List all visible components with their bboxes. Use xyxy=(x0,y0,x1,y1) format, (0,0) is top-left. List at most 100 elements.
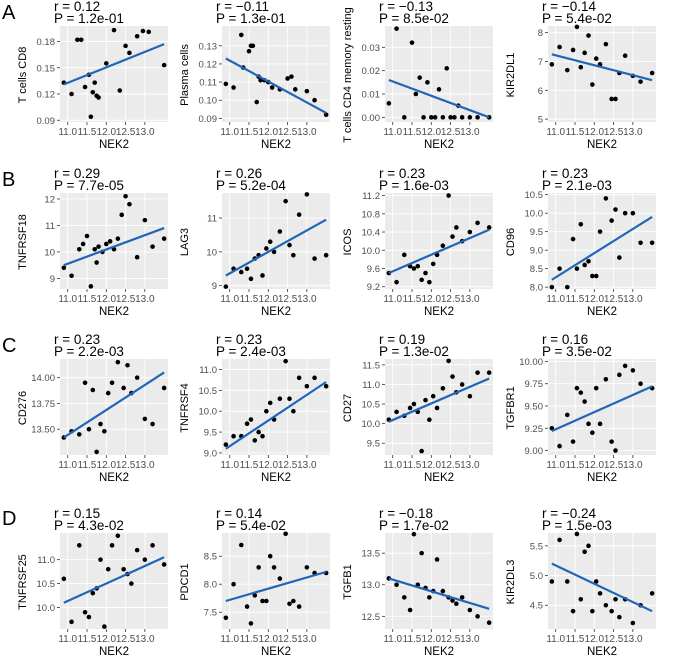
regression-line xyxy=(551,562,653,613)
stat-p: P = 1.7e-02 xyxy=(379,518,449,533)
data-point xyxy=(467,607,473,613)
data-point xyxy=(586,33,591,38)
y-tick-label: 8.5 xyxy=(204,552,217,563)
y-tick-label: 0.11 xyxy=(199,78,217,89)
stat-r: r = 0.15 xyxy=(54,506,100,521)
y-tick-label: 11 xyxy=(207,214,217,225)
data-point xyxy=(603,602,609,608)
x-tick-label: 11.5 xyxy=(240,460,259,471)
scatter-panel-14: r = 0.14P = 5.4e-02 7.5 8.0 8.5 11.0 11.5 12.0… xyxy=(179,506,330,658)
x-tick-label: 11.0 xyxy=(383,294,402,305)
x-axis-label: NEK2 xyxy=(587,139,617,151)
data-point xyxy=(134,254,140,260)
x-tick-label: 13.0 xyxy=(297,127,317,138)
x-axis-label: NEK2 xyxy=(587,472,617,484)
data-point xyxy=(459,595,465,600)
y-tick-label: 10 xyxy=(206,247,217,258)
y-tick-label: 11 xyxy=(45,221,55,232)
plot-background xyxy=(60,26,168,122)
x-axis-label: NEK2 xyxy=(424,646,454,658)
data-point xyxy=(285,76,290,81)
data-point xyxy=(238,32,244,38)
stat-p: P = 2.4e-03 xyxy=(216,344,286,359)
x-tick-label: 12.0 xyxy=(585,294,605,305)
regression-line xyxy=(388,577,490,610)
data-point xyxy=(557,44,562,50)
data-point xyxy=(271,249,277,255)
y-axis-label: KIR2DL1 xyxy=(505,53,517,98)
y-axis-label: ICOS xyxy=(342,229,354,256)
y-axis-label: TNFRSF4 xyxy=(179,383,191,433)
regression-line xyxy=(63,43,165,86)
data-point xyxy=(427,595,432,600)
data-point xyxy=(578,64,584,70)
y-tick-label: 11.0 xyxy=(362,380,380,391)
data-point xyxy=(570,439,576,444)
y-tick-label: 8.0 xyxy=(530,283,543,294)
data-point xyxy=(84,233,90,239)
x-tick-label: 11.5 xyxy=(566,294,585,305)
x-tick-label: 11.0 xyxy=(58,294,77,305)
scatter-panel-7: r = 0.23P = 1.6e-03 9.2 9.6 10.0 10.4 10.8 11.… xyxy=(342,166,493,318)
y-axis-label: TNFRSF25 xyxy=(17,554,29,610)
data-point xyxy=(127,201,132,207)
x-tick-label: 12.5 xyxy=(604,460,624,471)
x-tick-label: 12.5 xyxy=(278,294,298,305)
data-point xyxy=(570,608,576,614)
data-point xyxy=(582,549,587,555)
x-tick-label: 11.0 xyxy=(220,294,239,305)
y-tick-label: 11.5 xyxy=(362,360,380,371)
data-point xyxy=(223,442,229,447)
x-axis-label: NEK2 xyxy=(261,646,291,658)
x-tick-label: 11.5 xyxy=(403,460,422,471)
data-point xyxy=(264,408,269,414)
row-label-d: D xyxy=(2,508,16,530)
data-point xyxy=(82,380,88,386)
data-point xyxy=(92,246,98,252)
data-point xyxy=(291,598,296,604)
data-point xyxy=(394,409,399,415)
x-tick-label: 12.0 xyxy=(97,634,117,645)
data-point xyxy=(76,432,82,437)
y-tick-label: 10.0 xyxy=(362,419,381,430)
x-tick-label: 12.0 xyxy=(422,294,442,305)
x-tick-label: 13.0 xyxy=(460,634,480,645)
x-tick-label: 11.0 xyxy=(383,634,402,645)
stat-r: r = −0.14 xyxy=(542,0,597,14)
data-point xyxy=(638,381,643,387)
data-point xyxy=(613,597,618,602)
data-point xyxy=(430,393,436,399)
data-point xyxy=(90,89,96,95)
data-point xyxy=(312,375,317,381)
x-tick-label: 12.5 xyxy=(604,634,624,645)
data-point xyxy=(434,557,440,562)
stat-p: P = 1.5e-03 xyxy=(542,518,612,533)
x-tick-label: 11.0 xyxy=(383,127,402,138)
data-point xyxy=(454,225,459,230)
data-point xyxy=(486,620,492,625)
x-tick-label: 13.0 xyxy=(297,460,317,471)
stat-p: P = 8.5e-02 xyxy=(379,11,449,26)
data-point xyxy=(292,87,298,92)
y-tick-label: 9.50 xyxy=(525,402,544,413)
x-tick-label: 13.0 xyxy=(623,294,643,305)
data-point xyxy=(578,597,584,602)
x-tick-label: 12.5 xyxy=(116,634,136,645)
y-tick-label: 0.00 xyxy=(362,113,381,124)
plot-background xyxy=(548,193,656,289)
data-point xyxy=(312,256,317,261)
y-tick-label: 10.0 xyxy=(199,407,218,418)
data-point xyxy=(161,236,167,241)
y-tick-label: 10.0 xyxy=(525,209,544,220)
data-point xyxy=(323,112,329,118)
data-point xyxy=(90,590,96,596)
data-point xyxy=(586,543,591,549)
y-tick-label: 9.0 xyxy=(204,448,217,459)
data-point xyxy=(102,624,107,629)
data-point xyxy=(264,246,269,251)
plot-background xyxy=(548,359,656,455)
data-point xyxy=(649,591,655,596)
data-point xyxy=(452,115,457,120)
